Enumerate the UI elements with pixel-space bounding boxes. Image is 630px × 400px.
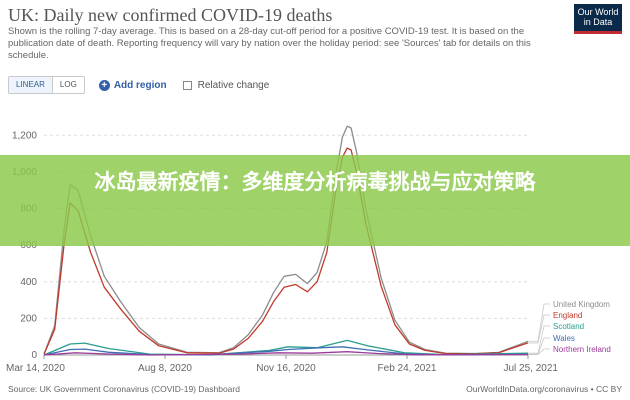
x-tick-labels: Mar 14, 2020 Aug 8, 2020 Nov 16, 2020 Feb 2…	[6, 355, 558, 374]
x-tick-label: Feb 24, 2021	[378, 363, 437, 374]
legend-label: United Kingdom	[553, 300, 610, 309]
relative-change-checkbox[interactable]	[182, 80, 192, 90]
legend-connector	[528, 314, 550, 344]
logo-line-1: Our World	[577, 7, 619, 17]
relative-change-label: Relative change	[197, 79, 270, 91]
series-line	[43, 147, 529, 355]
x-tick-label: Jul 25, 2021	[504, 363, 559, 374]
chart-controls: LINEAR LOG + Add region Relative change	[8, 76, 269, 94]
legend-label: Northern Ireland	[553, 345, 611, 354]
legend-label: Wales	[553, 334, 575, 343]
series-line	[43, 346, 529, 356]
x-tick-label: Nov 16, 2020	[256, 363, 316, 374]
series-lines	[43, 125, 529, 356]
legend-connector	[528, 325, 550, 354]
log-scale-button[interactable]: LOG	[59, 80, 77, 89]
headline-banner: 冰岛最新疫情：多维度分析病毒挑战与应对策略	[0, 155, 630, 246]
owid-logo[interactable]: Our World in Data	[574, 4, 622, 34]
chart-legend: United Kingdom England Scotland Wales Northe…	[528, 300, 611, 356]
y-tick-label: 1,200	[12, 130, 37, 141]
headline-banner-text: 冰岛最新疫情：多维度分析病毒挑战与应对策略	[94, 170, 536, 194]
series-line	[43, 339, 529, 356]
add-region-label: Add region	[113, 79, 167, 91]
series-line	[43, 351, 529, 356]
legend-label: England	[553, 311, 582, 320]
source-note[interactable]: Source: UK Government Coronavirus (COVID…	[8, 384, 240, 394]
legend-connector	[528, 337, 550, 355]
legend-connector	[528, 348, 550, 356]
chart-subtitle: Shown is the rolling 7-day average. This…	[8, 26, 531, 61]
logo-line-2: in Data	[583, 17, 613, 27]
linear-scale-button[interactable]: LINEAR	[9, 77, 53, 93]
license-note[interactable]: OurWorldInData.org/coronavirus • CC BY	[466, 384, 622, 394]
legend-label: Scotland	[553, 322, 584, 331]
y-tick-label: 200	[20, 313, 37, 324]
x-tick-label: Aug 8, 2020	[138, 363, 192, 374]
y-tick-label: 0	[31, 350, 37, 361]
y-tick-label: 400	[20, 277, 37, 288]
legend-connector	[528, 303, 550, 342]
x-tick-label: Mar 14, 2020	[6, 363, 65, 374]
scale-toggle: LINEAR LOG	[8, 76, 85, 94]
plus-circle-icon: +	[98, 79, 110, 91]
relative-change-toggle[interactable]: Relative change	[182, 79, 270, 91]
add-region-button[interactable]: + Add region	[98, 79, 167, 91]
chart-title: UK: Daily new confirmed COVID-19 deaths	[8, 5, 333, 25]
series-line	[43, 125, 529, 355]
